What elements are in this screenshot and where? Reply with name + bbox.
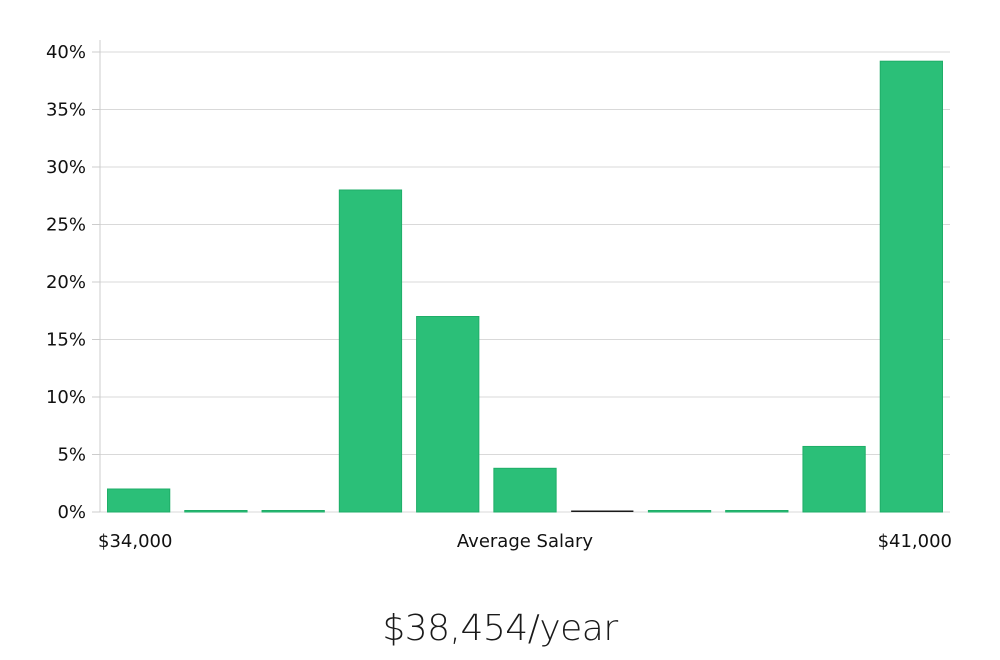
y-tick-label: 25% bbox=[46, 215, 86, 236]
histogram-bar bbox=[416, 316, 480, 513]
y-tick-label: 5% bbox=[57, 445, 86, 466]
x-start-label: $34,000 bbox=[98, 531, 172, 552]
histogram-bar bbox=[802, 445, 866, 513]
y-axis-ticks: 0% 5% 10% 15% 20% 25% 30% 35% 40% bbox=[46, 42, 100, 523]
y-tick-label: 15% bbox=[46, 330, 86, 351]
y-tick-label: 0% bbox=[57, 502, 86, 523]
histogram-bar bbox=[107, 488, 171, 513]
x-end-label: $41,000 bbox=[878, 531, 952, 552]
y-tick-label: 35% bbox=[46, 100, 86, 121]
histogram-bar-average bbox=[571, 510, 634, 512]
bars bbox=[107, 60, 944, 513]
histogram-bar bbox=[261, 510, 325, 513]
gridlines bbox=[100, 51, 950, 513]
histogram-bar bbox=[725, 510, 789, 513]
y-tick-label: 30% bbox=[46, 157, 86, 178]
histogram-bar bbox=[184, 510, 248, 513]
x-axis-label: Average Salary bbox=[457, 531, 594, 552]
y-tick-label: 20% bbox=[46, 272, 86, 293]
salary-histogram: 0% 5% 10% 15% 20% 25% 30% 35% 40% $34,000 Averag… bbox=[46, 40, 952, 552]
average-salary-summary: $38,454/year bbox=[382, 608, 618, 649]
y-tick-label: 10% bbox=[46, 387, 86, 408]
y-tick-label: 40% bbox=[46, 42, 86, 63]
histogram-bar bbox=[879, 60, 944, 513]
histogram-bar bbox=[338, 189, 403, 513]
histogram-bar bbox=[493, 467, 557, 513]
histogram-bar bbox=[647, 510, 712, 513]
